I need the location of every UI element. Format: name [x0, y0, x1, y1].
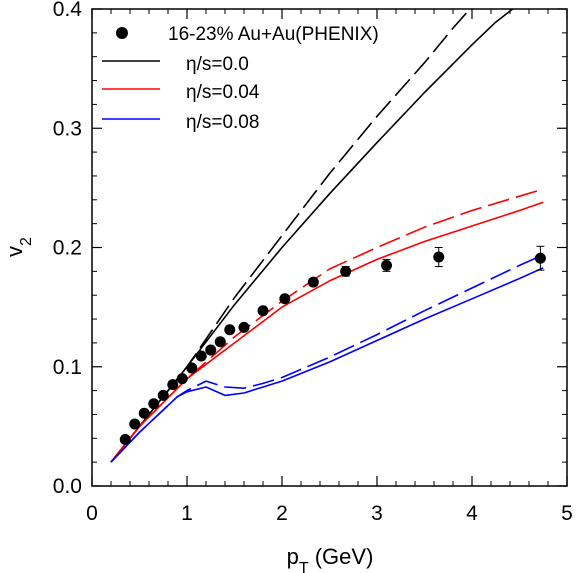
legend: 16-23% Au+Au(PHENIX) η/s=0.0 η/s=0.04 η/…: [102, 24, 379, 133]
data-point: [205, 344, 217, 356]
data-point: [279, 293, 291, 305]
data-point: [148, 398, 160, 410]
data-point: [214, 336, 226, 348]
legend-label-eta-0: η/s=0.0: [186, 54, 249, 75]
data-point: [186, 362, 198, 374]
series-line-blue-solid: [110, 267, 544, 463]
y-tick-label: 0.1: [53, 356, 82, 379]
series-line-black-solid: [110, 9, 514, 463]
data-points-layer: [119, 245, 546, 445]
legend-marker-phenix: [116, 27, 128, 39]
series-line-red-solid: [110, 201, 544, 463]
data-point: [433, 251, 445, 263]
legend-label-eta-004: η/s=0.04: [186, 82, 260, 103]
data-point: [157, 389, 169, 401]
axis-ticks: [91, 8, 568, 487]
data-point: [119, 433, 131, 445]
y-tick-label: 0.2: [53, 237, 82, 260]
x-tick-label: 3: [371, 502, 383, 525]
x-tick-label: 1: [181, 502, 193, 525]
data-point: [167, 379, 179, 391]
y-axis-title: v2: [2, 237, 35, 257]
data-point: [129, 418, 141, 430]
data-point: [224, 324, 236, 336]
series-line-blue-dashed: [110, 253, 544, 463]
x-tick-label: 2: [276, 502, 288, 525]
data-point: [307, 276, 319, 288]
data-point: [534, 252, 546, 264]
x-tick-label: 4: [466, 502, 478, 525]
series-line-red-dashed: [110, 188, 544, 463]
x-tick-label: 5: [561, 502, 573, 525]
y-tick-label: 0.4: [53, 0, 83, 21]
data-point: [176, 373, 188, 385]
x-tick-label: 0: [86, 502, 98, 525]
y-tick-label: 0.0: [53, 475, 82, 498]
data-point: [381, 259, 392, 271]
y-tick-label: 0.3: [53, 117, 82, 140]
series-layer: [110, 9, 544, 463]
data-point: [257, 305, 269, 317]
plot-frame: [91, 8, 568, 487]
legend-label-eta-008: η/s=0.08: [186, 112, 259, 133]
legend-label-phenix: 16-23% Au+Au(PHENIX): [168, 24, 379, 45]
data-point: [238, 321, 250, 333]
data-point: [138, 407, 150, 419]
axis-tick-labels: 0 1 2 3 4 5 0.0 0.1 0.2 0.3 0.4: [53, 0, 573, 525]
data-point: [340, 265, 352, 277]
x-axis-title: pT (GeV): [287, 544, 374, 573]
data-point: [195, 350, 207, 362]
series-line-black-dashed: [110, 9, 471, 463]
